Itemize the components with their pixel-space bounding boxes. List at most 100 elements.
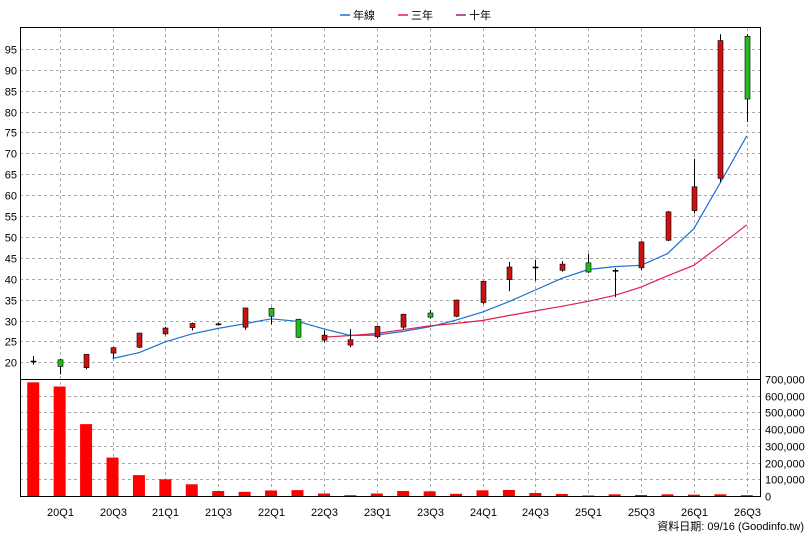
volume-bar [80, 424, 93, 496]
volume-bar [450, 493, 463, 496]
candle [638, 241, 645, 270]
x-tick-label: 20Q3 [100, 507, 127, 519]
price-tick-label: 60 [5, 191, 17, 203]
price-axis-ticks: 20 25 30 35 40 45 50 55 60 65 70 75 80 85 90 95 [5, 45, 17, 370]
candle [136, 332, 143, 349]
candle-body [612, 270, 619, 272]
price-tick-label: 45 [5, 254, 17, 266]
x-tick-label: 22Q1 [258, 507, 285, 519]
series-line-1 [323, 224, 748, 338]
candle [110, 346, 117, 359]
volume-bar [423, 491, 436, 496]
candle-body [744, 36, 751, 100]
volume-bar [185, 484, 198, 496]
volume-bar [212, 490, 225, 496]
legend-label-0: 年線 [353, 8, 375, 22]
candlestick-series [30, 34, 751, 375]
candle [189, 322, 196, 331]
volume-bar [714, 494, 727, 496]
candle [453, 299, 460, 318]
candle [215, 322, 222, 326]
volume-bar [106, 457, 119, 496]
candle-body [242, 307, 249, 328]
candle [427, 310, 434, 319]
candle-body [321, 334, 328, 341]
candle-body [585, 262, 592, 273]
candle [83, 354, 90, 370]
candle [268, 307, 275, 325]
price-tick-label: 85 [5, 87, 17, 99]
price-tick-label: 65 [5, 170, 17, 182]
candle-body [427, 312, 434, 318]
volume-bar [608, 494, 621, 496]
x-tick-label: 26Q3 [734, 507, 761, 519]
moving-average-lines [112, 135, 748, 360]
volume-bars [27, 382, 753, 496]
volume-bar [397, 490, 410, 496]
candle-body [717, 40, 724, 179]
candle-body [506, 266, 513, 280]
candle [506, 262, 513, 292]
series-line-0 [112, 135, 748, 360]
volume-bar [687, 494, 700, 496]
volume-tick-label: 600,000 [765, 392, 805, 404]
volume-bar [53, 386, 66, 496]
volume-bar [159, 479, 172, 496]
volume-bar [265, 490, 278, 496]
volume-bar [661, 494, 674, 496]
candle [295, 318, 302, 339]
candle-body [559, 263, 566, 271]
candle [559, 261, 566, 272]
x-tick-label: 24Q1 [470, 507, 497, 519]
candle-body [691, 186, 698, 211]
x-tick-label: 25Q3 [628, 507, 655, 519]
volume-panel-frame [20, 379, 761, 497]
candle-body [189, 323, 196, 328]
candle-body [347, 339, 354, 346]
volume-bar [555, 493, 568, 496]
candle-body [665, 211, 672, 241]
volume-bar [27, 382, 40, 496]
volume-tick-label: 0 [765, 492, 771, 504]
price-tick-label: 90 [5, 66, 17, 78]
legend-label-2: 十年 [469, 8, 491, 22]
candle [717, 34, 724, 182]
candle [57, 358, 64, 375]
volume-panel-grid [20, 379, 760, 480]
volume-bar [238, 491, 251, 496]
candle-body [215, 323, 222, 326]
candle-body [374, 326, 381, 338]
volume-bar [502, 489, 515, 496]
volume-tick-label: 100,000 [765, 475, 805, 487]
x-tick-label: 24Q3 [522, 507, 549, 519]
candle [691, 158, 698, 214]
price-tick-label: 20 [5, 358, 17, 370]
volume-bar [317, 493, 330, 496]
price-tick-label: 25 [5, 337, 17, 349]
candle [162, 326, 169, 336]
volume-bar [582, 495, 595, 496]
candle [400, 313, 407, 329]
price-tick-label: 30 [5, 317, 17, 329]
volume-bar [370, 493, 383, 496]
candle [321, 330, 328, 343]
x-tick-label: 22Q3 [311, 507, 338, 519]
price-tick-label: 80 [5, 108, 17, 120]
candle [585, 253, 592, 273]
candle-body [295, 318, 302, 338]
price-tick-label: 55 [5, 212, 17, 224]
volume-axis-ticks: 0 100,000 200,000 300,000 400,000 500,000 600,… [765, 375, 805, 504]
candle [612, 268, 619, 298]
candle-body [110, 347, 117, 354]
x-tick-label: 21Q1 [152, 507, 179, 519]
candle-body [453, 299, 460, 317]
candle [374, 325, 381, 339]
candle-body [638, 241, 645, 269]
candle [744, 34, 751, 123]
x-tick-label: 26Q1 [681, 507, 708, 519]
candle [347, 329, 354, 348]
volume-bar [740, 495, 753, 496]
candle-body [136, 332, 143, 348]
volume-tick-label: 400,000 [765, 425, 805, 437]
